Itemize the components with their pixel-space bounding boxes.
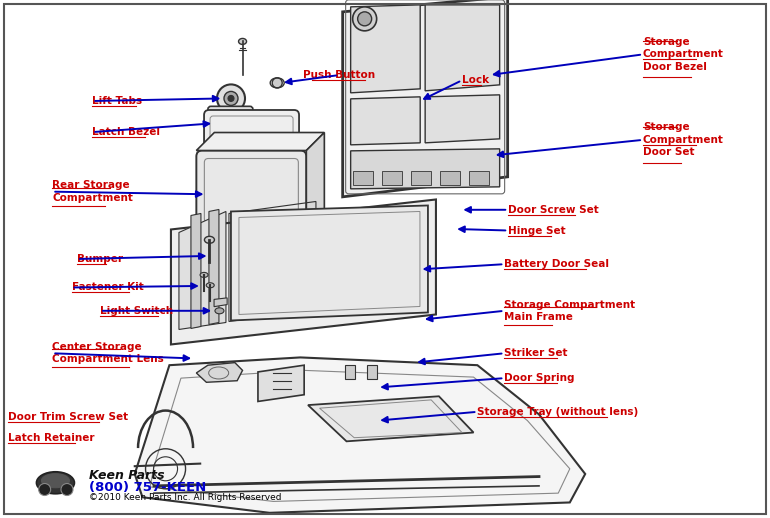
Bar bbox=[469, 171, 489, 185]
Circle shape bbox=[233, 136, 241, 144]
Text: Door Screw Set: Door Screw Set bbox=[508, 205, 599, 215]
Bar bbox=[367, 365, 377, 379]
Text: Hinge Set: Hinge Set bbox=[508, 225, 566, 236]
Circle shape bbox=[229, 142, 237, 150]
Circle shape bbox=[213, 112, 219, 118]
Polygon shape bbox=[350, 149, 500, 189]
Polygon shape bbox=[350, 5, 420, 93]
Polygon shape bbox=[308, 396, 474, 441]
Polygon shape bbox=[135, 357, 585, 513]
Text: Center Storage
Compartment Lens: Center Storage Compartment Lens bbox=[52, 342, 164, 365]
Circle shape bbox=[38, 483, 51, 496]
Ellipse shape bbox=[42, 473, 69, 488]
Ellipse shape bbox=[205, 236, 214, 243]
Polygon shape bbox=[350, 97, 420, 145]
Polygon shape bbox=[196, 363, 243, 382]
Polygon shape bbox=[425, 95, 500, 143]
Bar bbox=[410, 171, 430, 185]
Polygon shape bbox=[179, 211, 226, 329]
Text: Rear Storage
Compartment: Rear Storage Compartment bbox=[52, 180, 133, 203]
Bar bbox=[440, 171, 460, 185]
Text: ©2010 Keen Parts Inc. All Rights Reserved: ©2010 Keen Parts Inc. All Rights Reserve… bbox=[89, 493, 281, 502]
Circle shape bbox=[353, 7, 377, 31]
Bar bbox=[382, 171, 402, 185]
Polygon shape bbox=[425, 5, 500, 91]
Text: Storage Tray (without lens): Storage Tray (without lens) bbox=[477, 407, 638, 417]
Bar bbox=[353, 171, 373, 185]
Polygon shape bbox=[306, 133, 324, 231]
Text: Lock: Lock bbox=[462, 75, 489, 85]
Text: Latch Retainer: Latch Retainer bbox=[8, 433, 94, 443]
Text: Door Spring: Door Spring bbox=[504, 373, 575, 383]
Circle shape bbox=[217, 84, 245, 112]
Polygon shape bbox=[191, 213, 201, 328]
Circle shape bbox=[357, 12, 372, 26]
Polygon shape bbox=[214, 298, 227, 307]
Polygon shape bbox=[343, 0, 507, 197]
Text: Storage
Compartment
Door Set: Storage Compartment Door Set bbox=[643, 122, 724, 157]
Circle shape bbox=[228, 95, 234, 102]
Text: Lift Tabs: Lift Tabs bbox=[92, 96, 142, 106]
Circle shape bbox=[273, 78, 282, 88]
Polygon shape bbox=[231, 206, 428, 321]
Text: Latch Bezel: Latch Bezel bbox=[92, 127, 160, 137]
Text: Battery Door Seal: Battery Door Seal bbox=[504, 259, 609, 269]
Text: Light Switch: Light Switch bbox=[100, 306, 173, 316]
Text: Storage Compartment
Main Frame: Storage Compartment Main Frame bbox=[504, 299, 635, 322]
Ellipse shape bbox=[215, 308, 224, 314]
Text: Striker Set: Striker Set bbox=[504, 348, 567, 358]
Polygon shape bbox=[209, 209, 219, 324]
FancyBboxPatch shape bbox=[208, 106, 253, 124]
Text: Push Button: Push Button bbox=[303, 70, 375, 80]
Circle shape bbox=[61, 483, 73, 496]
Circle shape bbox=[239, 142, 246, 150]
Polygon shape bbox=[258, 365, 304, 401]
FancyBboxPatch shape bbox=[196, 151, 306, 231]
Ellipse shape bbox=[239, 38, 246, 45]
Circle shape bbox=[241, 112, 247, 118]
Polygon shape bbox=[171, 199, 436, 344]
Text: (800) 757-KEEN: (800) 757-KEEN bbox=[89, 481, 206, 495]
Text: Storage
Compartment
Door Bezel: Storage Compartment Door Bezel bbox=[643, 37, 724, 72]
Ellipse shape bbox=[200, 272, 208, 278]
Circle shape bbox=[224, 91, 238, 106]
Text: Bumper: Bumper bbox=[77, 254, 123, 264]
Ellipse shape bbox=[206, 283, 214, 288]
Text: Door Trim Screw Set: Door Trim Screw Set bbox=[8, 412, 128, 422]
FancyBboxPatch shape bbox=[204, 110, 299, 158]
Ellipse shape bbox=[36, 472, 75, 494]
Text: Keen Parts: Keen Parts bbox=[89, 469, 164, 482]
Bar bbox=[345, 365, 355, 379]
Text: Fastener Kit: Fastener Kit bbox=[72, 282, 143, 293]
Polygon shape bbox=[196, 133, 324, 151]
